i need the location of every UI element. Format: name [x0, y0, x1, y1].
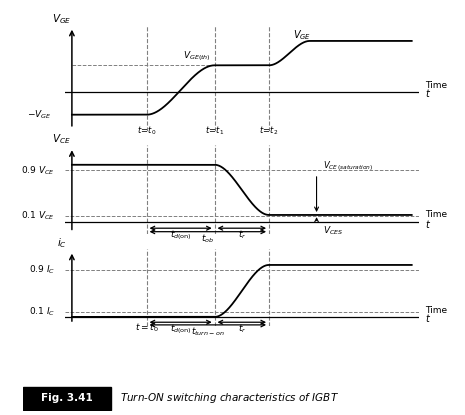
Text: $t_{turn-on}$: $t_{turn-on}$ [191, 325, 225, 338]
Text: $i_C$: $i_C$ [57, 236, 66, 249]
Text: $t_r$: $t_r$ [238, 229, 246, 241]
Text: $V_{GE}$: $V_{GE}$ [293, 28, 311, 42]
Text: $t_{d(\rm on)}$: $t_{d(\rm on)}$ [170, 322, 192, 336]
Text: $t\!=\!t_2$: $t\!=\!t_2$ [259, 124, 279, 137]
Text: $t_r$: $t_r$ [238, 322, 246, 335]
Text: $t\!=\!t_0$: $t\!=\!t_0$ [137, 124, 156, 137]
Text: $0.1\ I_C$: $0.1\ I_C$ [28, 305, 55, 318]
Text: Fig. 3.41: Fig. 3.41 [41, 393, 93, 403]
Text: $0.9\ V_{CE}$: $0.9\ V_{CE}$ [21, 164, 55, 177]
Text: Time: Time [425, 81, 447, 90]
Text: $V_{CES}$: $V_{CES}$ [323, 225, 344, 237]
Text: $t$: $t$ [425, 312, 432, 324]
Text: $\mathit{Turn}$-$\mathit{ON}$ $\mathit{switching}$ $\mathit{characteristics}$ $\: $\mathit{Turn}$-$\mathit{ON}$ $\mathit{s… [120, 391, 339, 405]
Text: $t = t_0$: $t = t_0$ [135, 322, 159, 334]
Text: Time: Time [425, 305, 447, 315]
Text: Time: Time [425, 210, 447, 219]
Text: $0.9\ I_C$: $0.9\ I_C$ [28, 264, 55, 276]
Text: $V_{GE}$: $V_{GE}$ [52, 12, 71, 26]
Text: $V_{CE\,(saturation)}$: $V_{CE\,(saturation)}$ [323, 159, 374, 173]
Text: $t\!=\!t_1$: $t\!=\!t_1$ [205, 124, 224, 137]
Bar [23, 387, 111, 410]
Text: $V_{GE(th)}$: $V_{GE(th)}$ [183, 49, 211, 63]
Text: $0.1\ V_{CE}$: $0.1\ V_{CE}$ [21, 210, 55, 222]
Text: $t$: $t$ [425, 88, 432, 99]
Text: $-V_{GE}$: $-V_{GE}$ [27, 108, 52, 121]
Text: $t_{ob}$: $t_{ob}$ [201, 232, 214, 244]
Text: $V_{CE}$: $V_{CE}$ [53, 132, 71, 146]
Text: $t$: $t$ [425, 217, 432, 229]
Text: $t_{d(\rm on)}$: $t_{d(\rm on)}$ [170, 229, 192, 242]
